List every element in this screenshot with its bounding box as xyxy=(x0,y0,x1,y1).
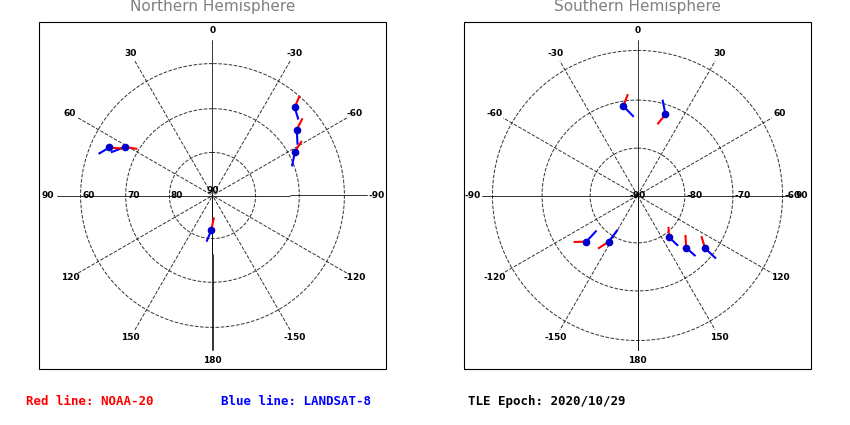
Text: 60: 60 xyxy=(774,109,786,118)
Text: -150: -150 xyxy=(284,334,306,343)
Text: -120: -120 xyxy=(343,273,366,282)
Text: -120: -120 xyxy=(484,273,507,282)
Text: -60: -60 xyxy=(347,109,363,118)
Text: 80: 80 xyxy=(171,191,184,200)
Text: 120: 120 xyxy=(771,273,790,282)
Text: 90: 90 xyxy=(42,191,54,200)
Text: 180: 180 xyxy=(628,356,647,365)
Text: -60: -60 xyxy=(784,191,800,200)
Text: 150: 150 xyxy=(121,334,139,343)
Text: -30: -30 xyxy=(286,48,303,57)
Text: -90: -90 xyxy=(629,191,646,200)
Text: Blue line: LANDSAT-8: Blue line: LANDSAT-8 xyxy=(221,395,371,408)
Text: 90: 90 xyxy=(796,191,808,200)
Text: Red line: NOAA-20: Red line: NOAA-20 xyxy=(26,395,153,408)
Text: 120: 120 xyxy=(60,273,79,282)
Text: 180: 180 xyxy=(203,356,222,365)
Title: Northern Hemisphere: Northern Hemisphere xyxy=(130,0,295,14)
Text: -150: -150 xyxy=(544,334,566,343)
Text: -90: -90 xyxy=(369,191,385,200)
Text: -60: -60 xyxy=(487,109,503,118)
Text: TLE Epoch: 2020/10/29: TLE Epoch: 2020/10/29 xyxy=(468,395,625,408)
Text: 90: 90 xyxy=(207,186,218,196)
Text: 30: 30 xyxy=(124,48,136,57)
Text: -70: -70 xyxy=(734,191,751,200)
Text: 0: 0 xyxy=(634,26,641,35)
Circle shape xyxy=(482,40,793,351)
Text: 60: 60 xyxy=(64,109,76,118)
Text: 0: 0 xyxy=(209,26,216,35)
Text: -90: -90 xyxy=(465,191,481,200)
Text: 150: 150 xyxy=(711,334,729,343)
Text: -30: -30 xyxy=(547,48,564,57)
Text: -80: -80 xyxy=(687,191,703,200)
Text: 30: 30 xyxy=(714,48,726,57)
Text: 60: 60 xyxy=(82,191,94,200)
Title: Southern Hemisphere: Southern Hemisphere xyxy=(554,0,721,14)
Text: 70: 70 xyxy=(128,191,139,200)
Circle shape xyxy=(57,40,368,351)
